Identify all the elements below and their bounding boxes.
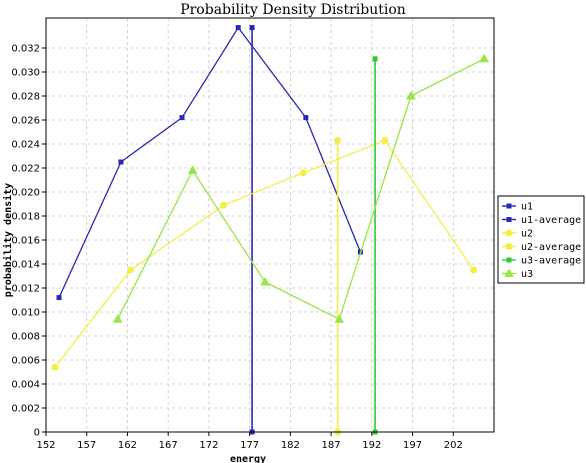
plot-frame [45, 17, 495, 433]
data-point-u3 [260, 276, 270, 286]
y-tick-label: 0.012 [11, 284, 40, 295]
y-axis-label: probability density [2, 183, 14, 297]
data-point-u3 [406, 90, 416, 100]
series-layer [51, 25, 490, 436]
grid [46, 18, 494, 432]
y-tick-label: 0.018 [11, 212, 40, 223]
y-tick-label: 0 [34, 428, 40, 439]
y-tick-label: 0.010 [11, 308, 40, 319]
data-point-u1 [118, 159, 124, 165]
legend-label-u3-average: u3-average [521, 256, 581, 267]
legend-label-u1-average: u1-average [521, 215, 581, 226]
legend: u1 u1-average u2 u2-average u3-average u3 [497, 195, 585, 284]
y-tick-label: 0.014 [11, 260, 40, 271]
y-tick-label: 0.028 [11, 92, 40, 103]
data-point-u2 [51, 363, 59, 371]
legend-swatch-marker-u1 [506, 203, 512, 209]
y-tick-label: 0.002 [11, 404, 40, 415]
legend-box [497, 195, 585, 284]
y-tick-label: 0.032 [11, 44, 40, 55]
x-axis-ticks: 152 157 162 167 172 177 182 187 192 197 202 [36, 432, 463, 451]
series-line-u1 [58, 26, 362, 298]
x-tick-label: 162 [118, 440, 137, 451]
legend-label-u3: u3 [521, 269, 533, 280]
legend-swatch-marker-u3 [504, 268, 514, 277]
y-tick-label: 0.020 [11, 188, 40, 199]
data-point-u1 [179, 115, 185, 121]
series-u2 [51, 136, 478, 371]
average-top-marker-u1-average [249, 25, 255, 31]
x-tick-label: 167 [159, 440, 178, 451]
y-tick-label: 0.024 [11, 140, 40, 151]
series-u1-average [249, 25, 255, 435]
y-tick-label: 0.022 [11, 164, 40, 175]
data-point-u1 [56, 295, 62, 301]
data-point-u2 [381, 136, 389, 144]
x-tick-label: 197 [403, 440, 422, 451]
data-point-u2 [470, 266, 478, 274]
y-tick-label: 0.004 [11, 380, 40, 391]
x-tick-label: 202 [444, 440, 463, 451]
x-tick-label: 182 [281, 440, 300, 451]
x-tick-label: 157 [77, 440, 96, 451]
data-point-u3 [112, 314, 123, 323]
data-point-u3 [479, 53, 490, 63]
data-point-u2 [299, 169, 307, 177]
series-line-u2 [54, 139, 475, 368]
data-point-u3 [187, 165, 198, 174]
data-point-u3 [334, 314, 345, 323]
data-point-u1 [303, 115, 309, 121]
data-point-u1 [235, 25, 241, 31]
data-point-u2 [220, 201, 228, 209]
y-tick-label: 0.016 [11, 236, 40, 247]
series-u3-average [372, 56, 378, 435]
legend-swatch-marker-u2 [505, 229, 513, 237]
y-tick-label: 0.026 [11, 116, 40, 127]
y-tick-label: 0.030 [11, 68, 40, 79]
x-tick-label: 177 [240, 440, 259, 451]
series-u3 [112, 53, 490, 323]
average-top-marker-u3-average [372, 56, 378, 62]
x-tick-label: 172 [199, 440, 218, 451]
y-tick-label: 0.008 [11, 332, 40, 343]
x-tick-label: 187 [322, 440, 341, 451]
legend-swatch-marker-u3-average [506, 257, 512, 263]
x-tick-label: 192 [362, 440, 381, 451]
y-tick-label: 0.006 [11, 356, 40, 367]
legend-label-u2: u2 [521, 229, 533, 240]
series-u1 [56, 25, 363, 301]
legend-swatch-marker-u1-average [506, 217, 512, 222]
chart-title: Probability Density Distribution [180, 2, 406, 18]
y-axis-ticks: 0 0.002 0.004 0.006 0.008 0.010 0.012 0.014 0.01… [11, 44, 46, 439]
legend-swatch-marker-u2-average [505, 243, 513, 250]
series-line-u3 [117, 58, 485, 321]
x-axis-label: energy [230, 454, 266, 463]
data-point-u2 [127, 266, 135, 274]
average-top-marker-u2-average [334, 136, 342, 144]
legend-label-u2-average: u2-average [521, 242, 581, 253]
x-tick-label: 152 [36, 440, 55, 451]
legend-label-u1: u1 [521, 202, 533, 213]
series-u2-average [334, 136, 342, 436]
